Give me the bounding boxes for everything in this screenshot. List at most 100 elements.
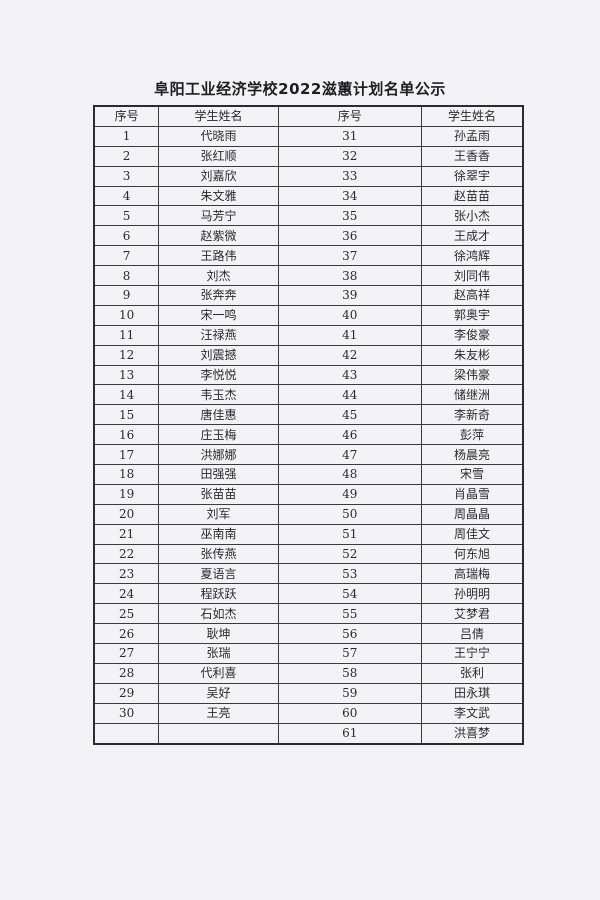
student-name: 张苗苗	[158, 483, 279, 505]
row-index: 13	[93, 364, 160, 386]
student-name: 唐佳惠	[158, 404, 279, 426]
table-row: 16 庄玉梅 46 彭萍	[93, 424, 524, 446]
student-name: 刘嘉欣	[158, 165, 279, 187]
table-row: 19 张苗苗 49 肖晶雪	[93, 483, 524, 505]
student-name: 徐鸿辉	[420, 245, 524, 267]
row-index: 28	[93, 662, 160, 684]
student-name: 周佳文	[420, 523, 524, 545]
student-name: 张瑞	[158, 643, 279, 664]
table-row: 13 李悦悦 43 梁伟豪	[93, 364, 524, 386]
row-index: 9	[93, 285, 160, 306]
student-name: 朱友彬	[420, 344, 524, 366]
student-name: 李文武	[420, 702, 524, 724]
table-row: 61 洪喜梦	[93, 722, 524, 745]
table-row: 20 刘军 50 周晶晶	[93, 503, 524, 525]
student-name: 李新奇	[420, 404, 524, 426]
student-name: 赵高祥	[420, 285, 524, 306]
row-index: 17	[93, 444, 160, 466]
row-index: 45	[277, 404, 422, 426]
student-name: 石如杰	[158, 603, 279, 625]
row-index: 44	[277, 384, 422, 406]
student-name: 赵苗苗	[420, 185, 524, 207]
student-name: 宋一鸣	[158, 304, 279, 326]
student-name: 何东旭	[420, 543, 524, 565]
student-name: 洪娜娜	[158, 444, 279, 466]
student-name: 王亮	[158, 702, 279, 724]
student-name: 王宁宁	[420, 643, 524, 664]
table-row: 8 刘杰 38 刘同伟	[93, 265, 524, 287]
student-name: 宋雪	[420, 464, 524, 485]
row-index: 34	[277, 185, 422, 207]
row-index: 61	[277, 722, 422, 745]
student-name: 朱文雅	[158, 185, 279, 207]
row-index: 16	[93, 424, 160, 446]
row-index: 31	[277, 125, 422, 147]
table-row: 25 石如杰 55 艾梦君	[93, 603, 524, 625]
row-index: 20	[93, 503, 160, 525]
row-index: 5	[93, 205, 160, 227]
student-name: 肖晶雪	[420, 483, 524, 505]
table-row: 6 赵紫微 36 王成才	[93, 225, 524, 247]
student-name: 王路伟	[158, 245, 279, 267]
row-index: 12	[93, 344, 160, 366]
student-name: 孙明明	[420, 583, 524, 605]
row-index: 48	[277, 464, 422, 485]
table-row: 18 田强强 48 宋雪	[93, 464, 524, 485]
student-name: 刘同伟	[420, 265, 524, 287]
row-index: 41	[277, 324, 422, 346]
table-row: 23 夏语言 53 高瑞梅	[93, 563, 524, 585]
row-index: 21	[93, 523, 160, 545]
table-row: 15 唐佳惠 45 李新奇	[93, 404, 524, 426]
row-index: 27	[93, 643, 160, 664]
row-index: 25	[93, 603, 160, 625]
student-name: 杨晨亮	[420, 444, 524, 466]
table-row: 21 巫南南 51 周佳文	[93, 523, 524, 545]
student-name: 孙孟雨	[420, 125, 524, 147]
student-name: 王成才	[420, 225, 524, 247]
table-row: 26 耿坤 56 吕倩	[93, 623, 524, 645]
student-name: 马芳宁	[158, 205, 279, 227]
row-index: 1	[93, 125, 160, 147]
student-name: 储继洲	[420, 384, 524, 406]
row-index: 43	[277, 364, 422, 386]
student-name: 巫南南	[158, 523, 279, 545]
row-index: 42	[277, 344, 422, 366]
student-name: 洪喜梦	[420, 722, 524, 745]
row-index: 2	[93, 145, 160, 167]
student-name: 韦玉杰	[158, 384, 279, 406]
row-index: 15	[93, 404, 160, 426]
student-name: 夏语言	[158, 563, 279, 585]
student-name: 汪禄燕	[158, 324, 279, 346]
table-row: 1 代晓雨 31 孙孟雨	[93, 125, 524, 147]
row-index: 49	[277, 483, 422, 505]
row-index: 22	[93, 543, 160, 565]
row-index: 57	[277, 643, 422, 664]
student-name: 徐翠宇	[420, 165, 524, 187]
row-index: 59	[277, 682, 422, 704]
table-row: 2 张红顺 32 王香香	[93, 145, 524, 167]
student-name: 代晓雨	[158, 125, 279, 147]
student-name: 张红顺	[158, 145, 279, 167]
table-row: 22 张传燕 52 何东旭	[93, 543, 524, 565]
row-index: 38	[277, 265, 422, 287]
row-index: 51	[277, 523, 422, 545]
student-name: 刘震撼	[158, 344, 279, 366]
row-index: 39	[277, 285, 422, 306]
table-row: 10 宋一鸣 40 郭奥宇	[93, 304, 524, 326]
student-name: 田强强	[158, 464, 279, 485]
student-name: 吕倩	[420, 623, 524, 645]
row-index: 3	[93, 165, 160, 187]
student-name: 张传燕	[158, 543, 279, 565]
row-index: 24	[93, 583, 160, 605]
table-row: 3 刘嘉欣 33 徐翠宇	[93, 165, 524, 187]
table-row: 9 张奔奔 39 赵高祥	[93, 285, 524, 306]
student-name: 郭奥宇	[420, 304, 524, 326]
row-index: 4	[93, 185, 160, 207]
row-index: 55	[277, 603, 422, 625]
student-name: 吴好	[158, 682, 279, 704]
table-row: 30 王亮 60 李文武	[93, 702, 524, 724]
table-row: 7 王路伟 37 徐鸿辉	[93, 245, 524, 267]
table-row: 29 吴好 59 田永琪	[93, 682, 524, 704]
row-index: 14	[93, 384, 160, 406]
table-row: 24 程跃跃 54 孙明明	[93, 583, 524, 605]
